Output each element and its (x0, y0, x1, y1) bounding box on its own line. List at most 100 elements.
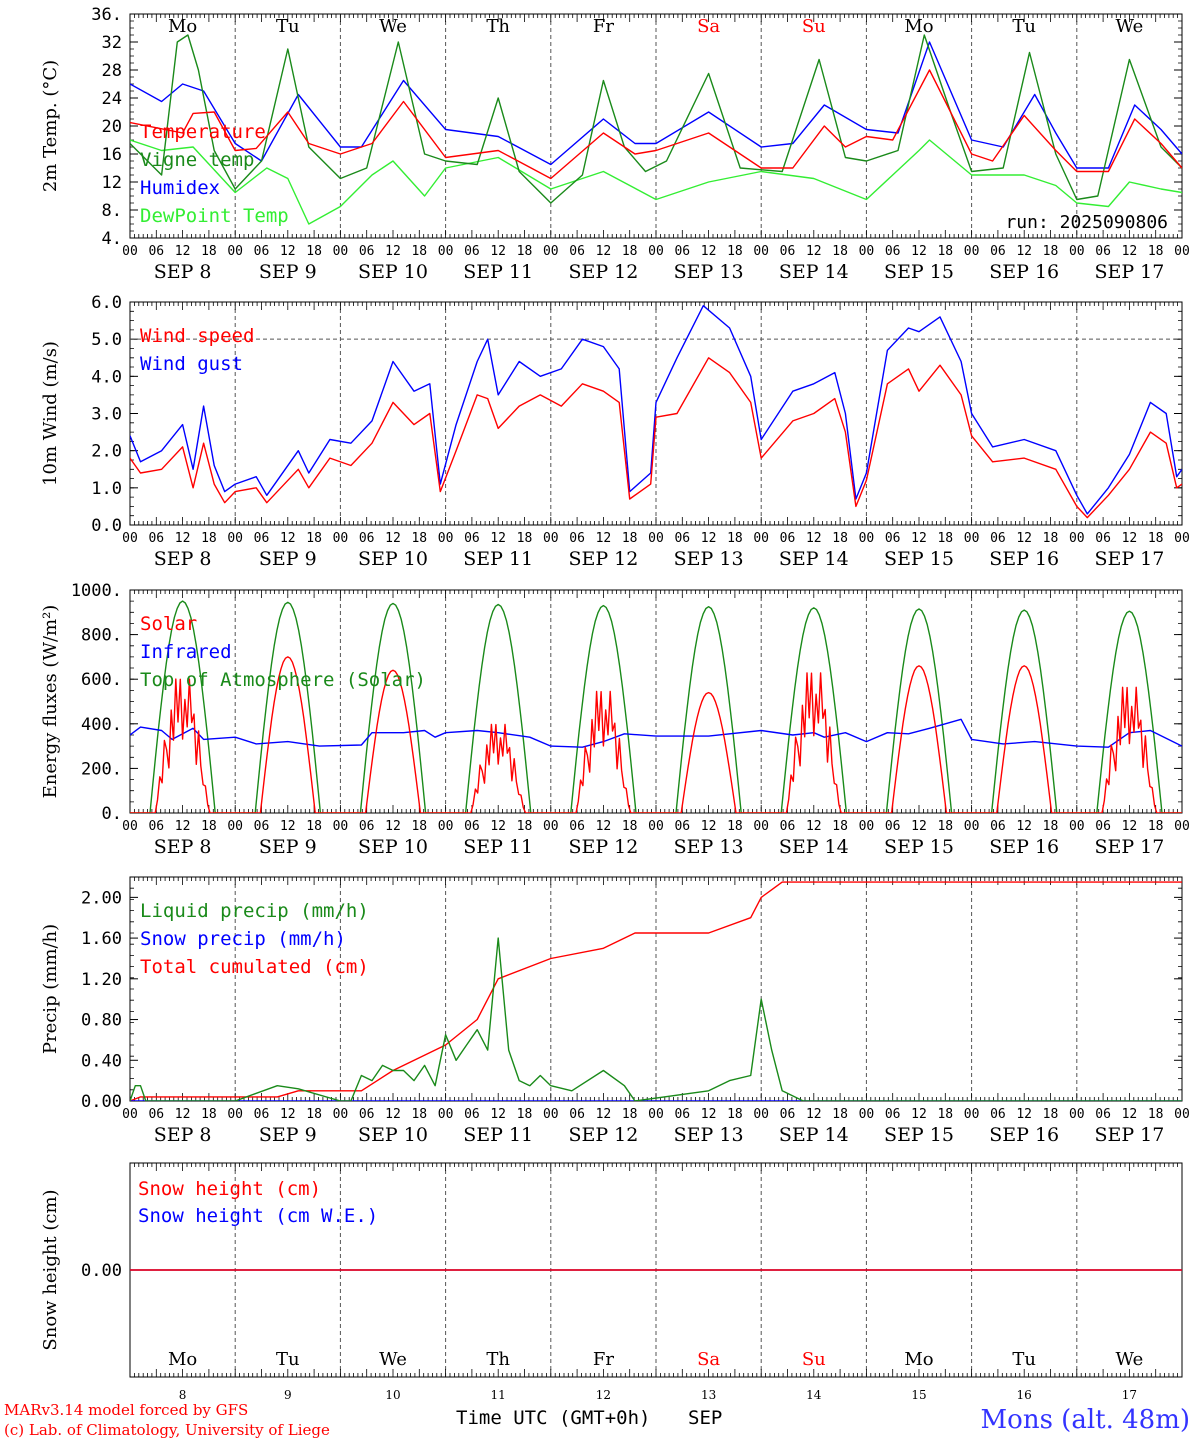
day-number-label: 16 (1017, 1388, 1032, 1402)
series-line-solar (130, 656, 1182, 813)
weekday-label: Th (486, 16, 510, 37)
hour-tick-label: 12 (701, 244, 717, 259)
hour-tick-label: 18 (1148, 244, 1164, 259)
hour-tick-label: 18 (201, 819, 217, 834)
day-number-label: 9 (284, 1388, 292, 1402)
hour-tick-label: 12 (175, 1107, 191, 1122)
hour-tick-label: 12 (280, 1107, 296, 1122)
hour-tick-label: 18 (1043, 1107, 1059, 1122)
x-minor-ticks (129, 1163, 1183, 1377)
hour-tick-label: 00 (1069, 819, 1085, 834)
panel-wind: 0.0 1.0 2.0 3.0 4.0 5.0 6.0 10m Wind (m/s) Wind … (40, 293, 1190, 570)
hour-tick-label: 12 (1122, 531, 1138, 546)
y-tick-label: 600. (81, 670, 122, 690)
hour-tick-label: 06 (464, 244, 480, 259)
date-label: SEP 8 (154, 261, 212, 283)
hour-tick-label: 18 (1043, 819, 1059, 834)
hour-tick-label: 18 (201, 244, 217, 259)
weekday-label: Mo (168, 16, 197, 37)
y-tick-label: 6.0 (91, 293, 122, 313)
hour-tick-label: 12 (280, 244, 296, 259)
hour-tick-label: 18 (832, 819, 848, 834)
date-label: SEP 12 (568, 1124, 638, 1146)
hour-tick-label: 12 (1016, 244, 1032, 259)
hour-tick-label: 18 (832, 244, 848, 259)
date-label: SEP 13 (674, 261, 744, 283)
x-axis-month: SEP (688, 1407, 722, 1429)
date-label: SEP 10 (358, 836, 428, 858)
hour-tick-label: 06 (780, 819, 796, 834)
hour-tick-label: 06 (1095, 819, 1111, 834)
hour-tick-label: 00 (122, 244, 138, 259)
footer-model-credit: MARv3.14 model forced by GFS (4, 1401, 248, 1419)
date-label: SEP 16 (989, 261, 1059, 283)
hour-tick-label: 12 (911, 531, 927, 546)
legend-entry: Vigne temp (140, 149, 254, 171)
series-line-top-of-atmosphere-solar- (130, 600, 1182, 813)
hour-tick-label: 18 (622, 819, 638, 834)
hour-tick-label: 18 (622, 531, 638, 546)
hour-tick-label: 18 (1148, 1107, 1164, 1122)
hour-tick-label: 12 (701, 819, 717, 834)
date-label: SEP 17 (1094, 836, 1164, 858)
date-label: SEP 11 (463, 261, 533, 283)
date-label: SEP 10 (358, 261, 428, 283)
hour-tick-label: 00 (964, 531, 980, 546)
hour-tick-label: 12 (911, 819, 927, 834)
hour-tick-label: 12 (1122, 819, 1138, 834)
hour-tick-label: 06 (780, 1107, 796, 1122)
hour-tick-label: 00 (227, 1107, 243, 1122)
hour-tick-label: 00 (648, 244, 664, 259)
hour-tick-label: 06 (464, 531, 480, 546)
legend-entry: Liquid precip (mm/h) (140, 900, 369, 922)
date-label: SEP 12 (568, 261, 638, 283)
hour-tick-label: 12 (911, 244, 927, 259)
series-line-temperature (130, 69, 1182, 180)
hour-tick-label: 18 (306, 531, 322, 546)
hour-tick-label: 00 (648, 531, 664, 546)
panel-energy: 0. 200. 400. 600. 800. 1000. Energy fluxes (W/… (40, 581, 1190, 858)
date-label: SEP 15 (884, 548, 954, 570)
hour-tick-label: 06 (885, 1107, 901, 1122)
hour-tick-label: 00 (122, 531, 138, 546)
run-label: run: 2025090806 (1005, 212, 1168, 233)
y-tick-label: 2.00 (81, 888, 122, 908)
day-number-label: 13 (701, 1388, 716, 1402)
y-tick-label: 8. (102, 201, 122, 221)
y-tick-label: 0. (102, 804, 122, 824)
weekday-label: We (1116, 16, 1144, 37)
date-label: SEP 14 (779, 1124, 849, 1146)
y-tick-label: 16 (102, 145, 122, 165)
legend-entry: Wind gust (140, 353, 243, 375)
hour-tick-label: 06 (674, 244, 690, 259)
legend-entry: Snow precip (mm/h) (140, 928, 346, 950)
hour-tick-label: 00 (964, 244, 980, 259)
hour-tick-label: 12 (701, 531, 717, 546)
hour-tick-label: 06 (464, 819, 480, 834)
hour-tick-label: 06 (464, 1107, 480, 1122)
date-label: SEP 9 (259, 261, 317, 283)
legend-entry: DewPoint Temp (140, 205, 289, 227)
y-tick-label: 36. (91, 5, 122, 25)
y-tick-label: 20 (102, 117, 122, 137)
date-label: SEP 15 (884, 836, 954, 858)
y-tick-label: 800. (81, 626, 122, 646)
date-label: SEP 10 (358, 548, 428, 570)
weekday-label: Fr (593, 1349, 614, 1370)
date-label: SEP 14 (779, 836, 849, 858)
date-label: SEP 14 (779, 548, 849, 570)
y-axis-label: Precip (mm/h) (40, 924, 61, 1054)
hour-tick-label: 12 (596, 1107, 612, 1122)
y-tick-label: 1.0 (91, 479, 122, 499)
hour-tick-label: 12 (806, 244, 822, 259)
hour-tick-label: 18 (517, 244, 533, 259)
legend-entry: Wind speed (140, 325, 254, 347)
weekday-label: Sa (697, 16, 720, 37)
hour-tick-label: 12 (175, 531, 191, 546)
hour-tick-label: 00 (543, 531, 559, 546)
day-number-label: 12 (596, 1388, 611, 1402)
y-tick-label: 400. (81, 715, 122, 735)
hour-tick-label: 12 (1122, 244, 1138, 259)
hour-tick-label: 18 (411, 819, 427, 834)
panel-precip: 0.00 0.40 0.80 1.20 1.60 2.00 Precip (mm/h) Liq… (40, 876, 1190, 1146)
